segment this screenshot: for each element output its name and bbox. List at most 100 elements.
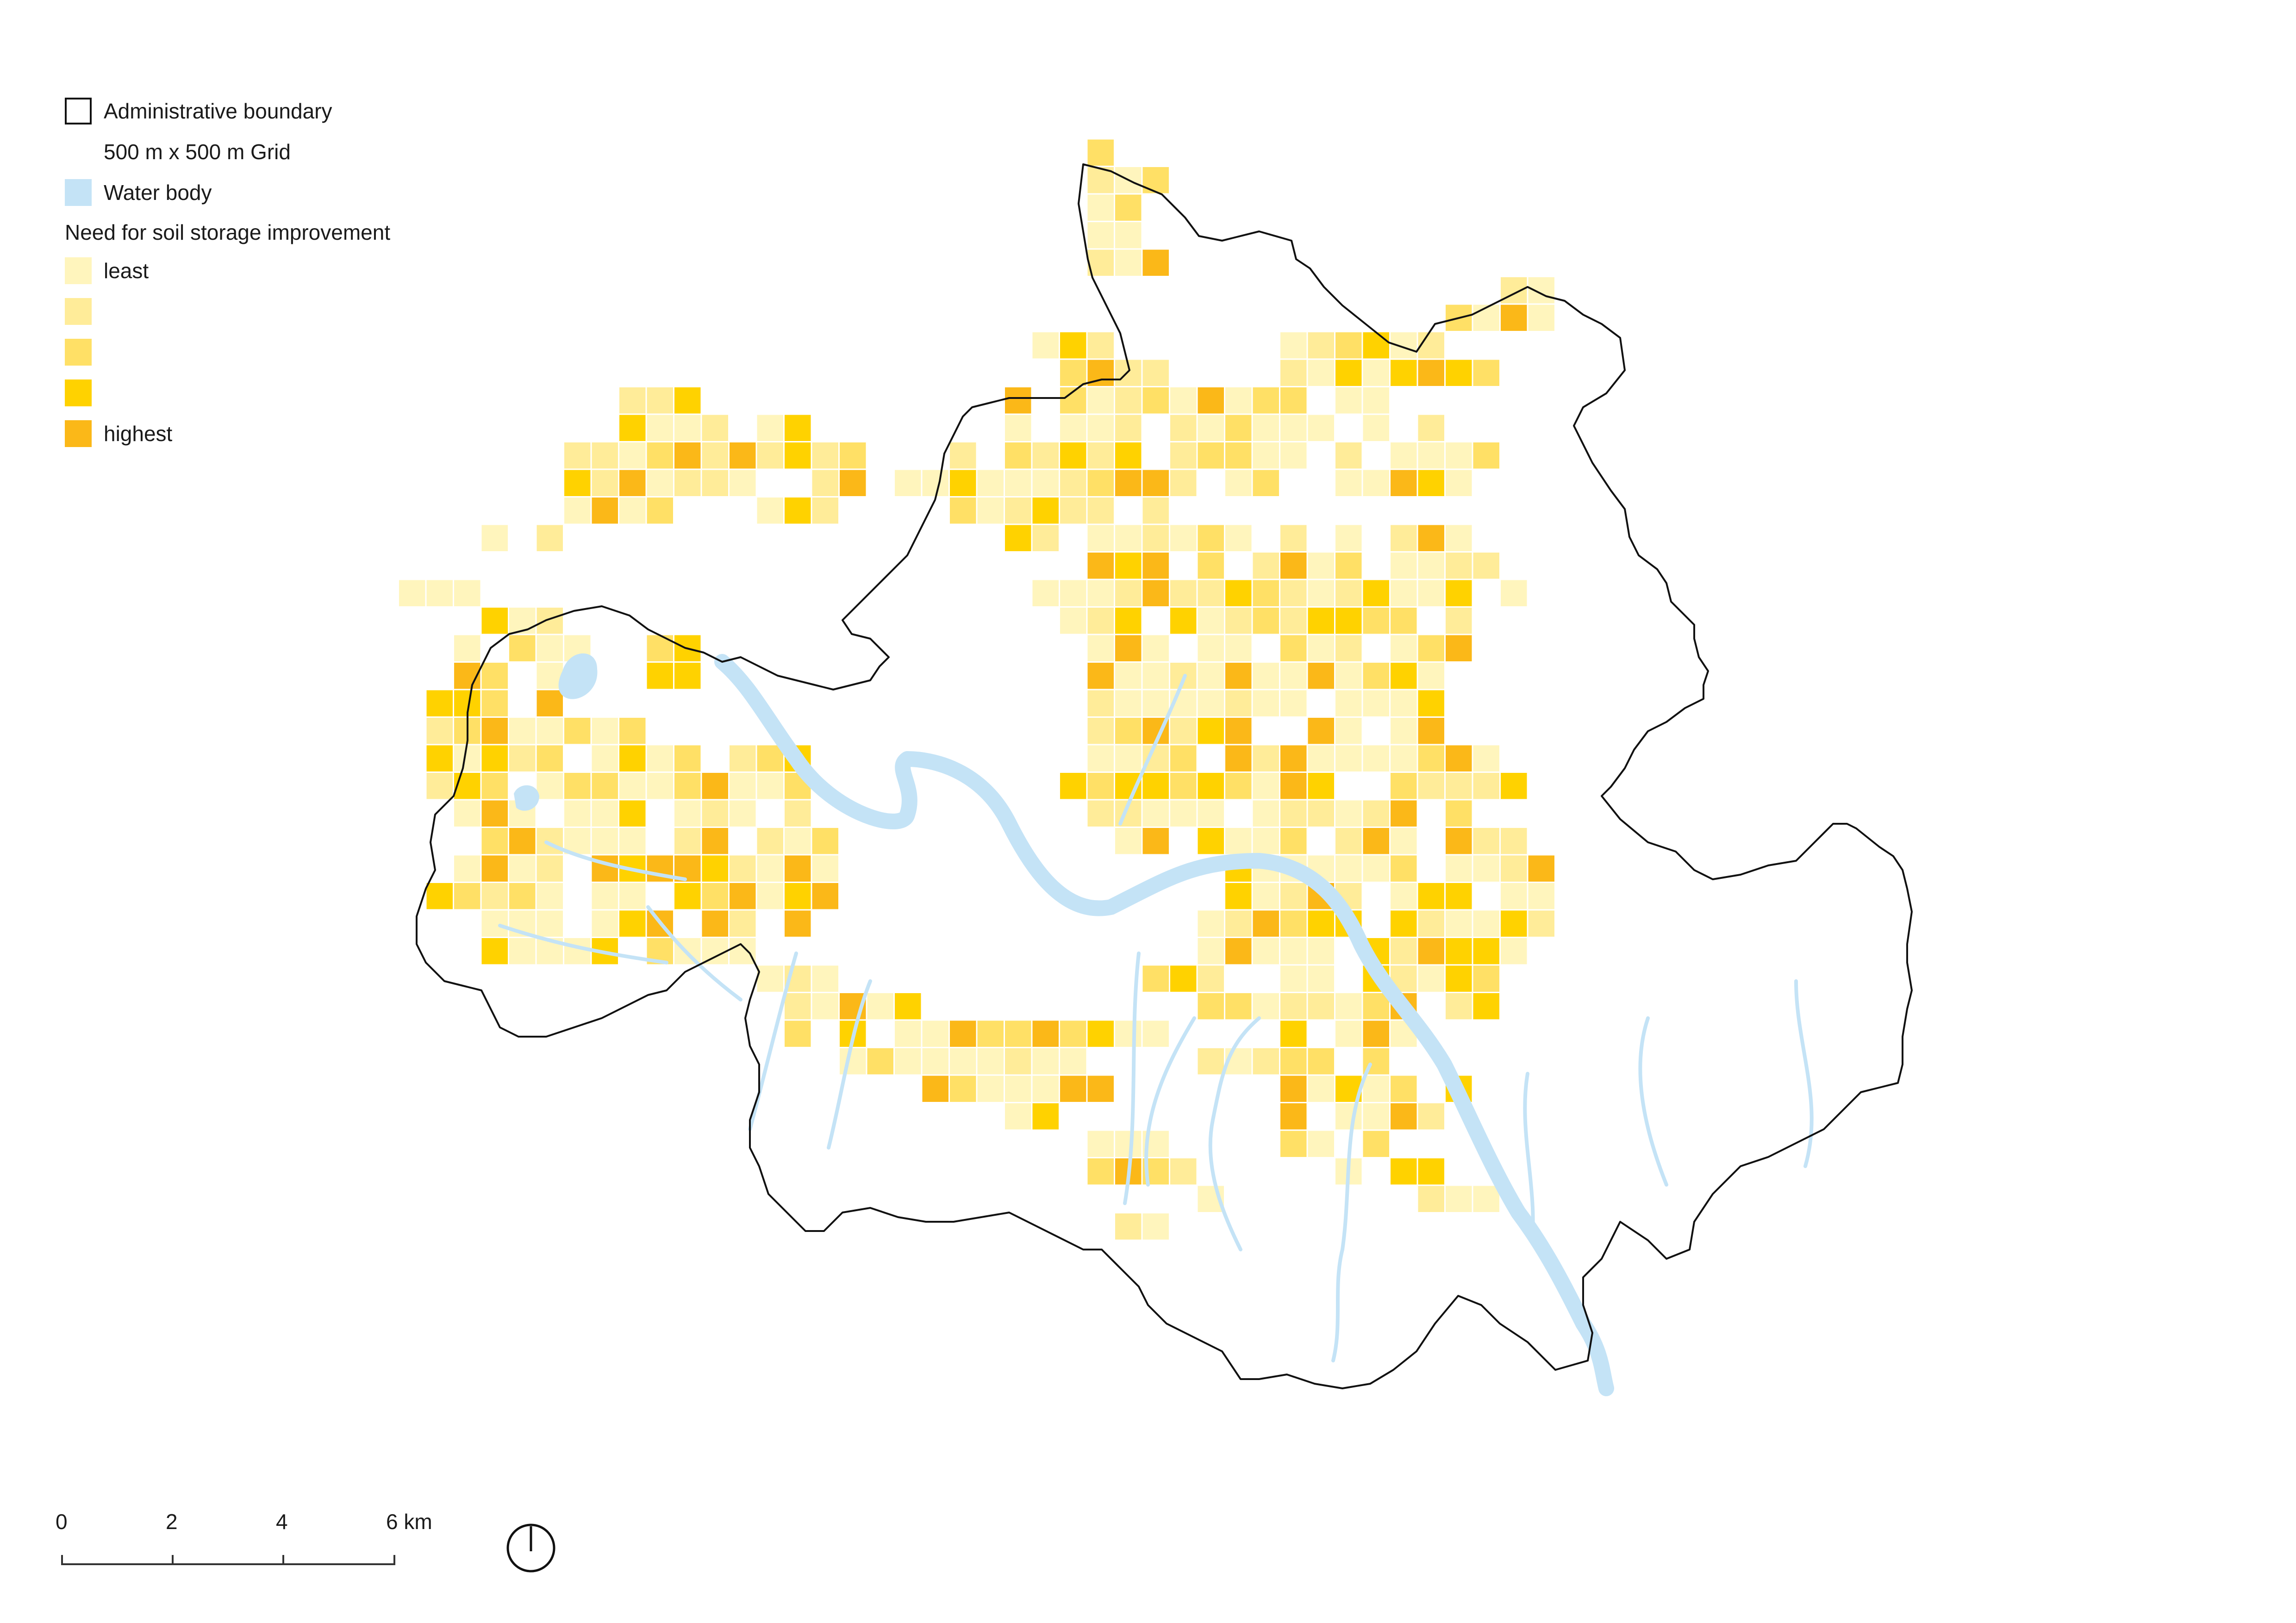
grid-cell — [425, 882, 454, 911]
grid-cell — [1279, 551, 1308, 580]
grid-cell — [645, 386, 674, 415]
grid-cell — [1086, 331, 1115, 360]
grid-cell — [1416, 882, 1446, 911]
grid-cell — [755, 413, 785, 442]
grid-cell — [673, 661, 702, 690]
grid-cell — [590, 441, 619, 470]
grid-cell — [1114, 551, 1143, 580]
grid-cell — [1334, 1102, 1363, 1131]
grid-cell — [1196, 771, 1225, 801]
grid-cell — [1389, 744, 1418, 773]
grid-cell — [1251, 386, 1280, 415]
grid-cell — [563, 441, 592, 470]
grid-cell — [1059, 606, 1088, 635]
grid-cell — [1059, 496, 1088, 525]
grid-cell — [1416, 771, 1446, 801]
grid-cell — [508, 882, 537, 911]
grid-cell — [1416, 578, 1446, 608]
grid-cell — [1279, 386, 1308, 415]
grid-cell — [976, 468, 1005, 497]
grid-cell — [508, 827, 537, 856]
grid-cell — [1196, 413, 1225, 442]
grid-cell — [618, 496, 647, 525]
grid-cell — [1389, 716, 1418, 746]
grid-cell — [1141, 523, 1170, 553]
grid-cell — [700, 468, 730, 497]
grid-cell — [755, 771, 785, 801]
grid-cell — [1224, 634, 1253, 663]
grid-cell — [535, 634, 564, 663]
grid-cell — [1169, 386, 1198, 415]
grid-cell — [1251, 909, 1280, 938]
grid-cell — [1527, 303, 1556, 332]
grid-cell — [535, 854, 564, 883]
grid-cell — [1141, 358, 1170, 387]
grid-cell — [1114, 386, 1143, 415]
grid-cell — [1444, 468, 1473, 497]
grid-cell — [1169, 413, 1198, 442]
grid-cell — [1224, 578, 1253, 608]
grid-cell — [1416, 937, 1446, 966]
grid-cell — [1472, 551, 1501, 580]
grid-cell — [893, 1019, 923, 1048]
water-bodies — [498, 653, 1814, 1396]
grid-cell — [618, 771, 647, 801]
grid-cell — [755, 882, 785, 911]
grid-cell — [1114, 441, 1143, 470]
grid-cell — [1416, 1102, 1446, 1131]
main-river — [714, 654, 1614, 1396]
grid-cell — [480, 744, 509, 773]
grid-cell — [1334, 331, 1363, 360]
grid-cell — [1224, 716, 1253, 746]
class-label-least: least — [104, 259, 149, 283]
grid-cell — [1279, 771, 1308, 801]
grid-cell — [1527, 276, 1556, 305]
grid-cell — [425, 716, 454, 746]
grid-cell — [1141, 771, 1170, 801]
grid-cell — [728, 854, 757, 883]
grid-cell — [1361, 386, 1391, 415]
grid-cell — [866, 1047, 895, 1076]
legend-grid-label: 500 m x 500 m Grid — [104, 140, 291, 164]
grid-cell — [508, 744, 537, 773]
grid-cell — [1389, 468, 1418, 497]
grid-cell — [1086, 496, 1115, 525]
scale-bar-line — [61, 1555, 395, 1565]
grid-cell — [480, 716, 509, 746]
grid-cell — [1279, 413, 1308, 442]
grid-cell — [535, 744, 564, 773]
grid-cell — [1472, 441, 1501, 470]
grid-cell — [1114, 221, 1143, 250]
streams — [498, 674, 1814, 1362]
grid-cell — [1224, 661, 1253, 690]
grid-cell — [1251, 992, 1280, 1021]
grid-cell — [1086, 1074, 1115, 1103]
grid-cell — [728, 468, 757, 497]
grid-cell — [1444, 909, 1473, 938]
grid-cell — [480, 771, 509, 801]
grid-cell — [948, 1074, 978, 1103]
grid-cell — [1004, 441, 1033, 470]
grid-cell — [1334, 468, 1363, 497]
grid-cell — [1086, 523, 1115, 553]
grid-cell — [1444, 551, 1473, 580]
grid-cell — [838, 1047, 867, 1076]
grid-cell — [480, 689, 509, 718]
grid-cell — [1031, 578, 1060, 608]
grid-cell — [1279, 1074, 1308, 1103]
grid-cell — [1472, 854, 1501, 883]
grid-cell — [1472, 1184, 1501, 1213]
grid-cell — [1306, 1129, 1335, 1158]
grid-cell — [948, 1047, 978, 1076]
grid-cell — [1086, 1129, 1115, 1158]
grid-cell — [811, 441, 840, 470]
grid-cell — [590, 771, 619, 801]
class-swatch-2 — [65, 298, 92, 325]
legend-row-water: Water body — [65, 176, 212, 209]
grid-cell — [1334, 716, 1363, 746]
grid-cell — [1389, 827, 1418, 856]
grid-cell — [1114, 413, 1143, 442]
grid-cell — [645, 744, 674, 773]
grid-cell — [1361, 358, 1391, 387]
grid-cell — [1361, 413, 1391, 442]
